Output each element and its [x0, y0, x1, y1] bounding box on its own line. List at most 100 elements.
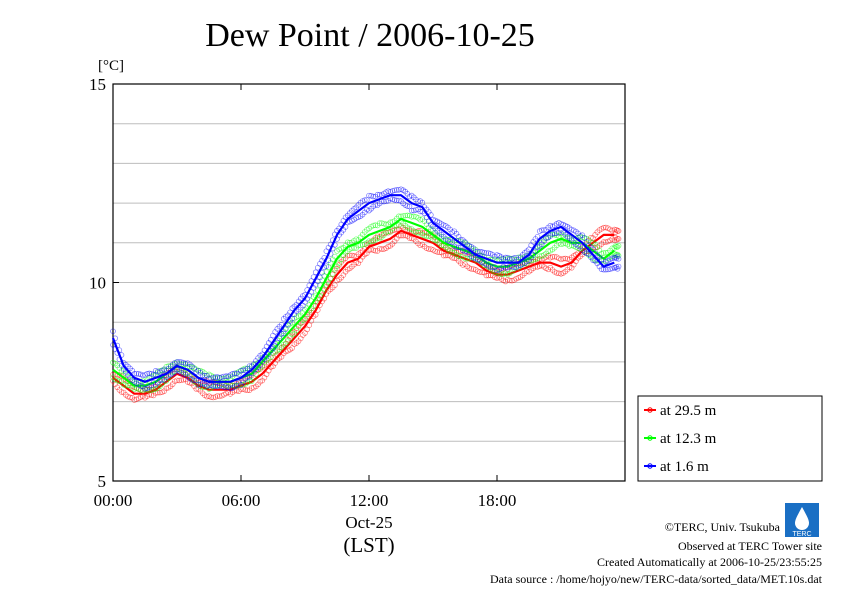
series-0-sample-point — [425, 246, 432, 252]
series-2-sample-point — [509, 255, 515, 262]
series-2-sample-point — [406, 203, 413, 210]
series-1-sample-point — [344, 239, 351, 246]
grid-lines — [113, 123, 625, 442]
series-2-sample-point — [176, 359, 182, 365]
legend-item-2: at 1.6 m — [644, 459, 709, 475]
legend-box — [637, 395, 823, 482]
legend-label: at 29.5 m — [660, 403, 717, 419]
series-2-sample-point — [483, 250, 490, 256]
series-1-sample-point — [406, 225, 413, 232]
series-2-sample-point — [210, 374, 217, 381]
series-2-sample-point — [462, 248, 468, 255]
series-2-sample-point — [223, 384, 229, 391]
series-2-sample-point — [391, 187, 398, 194]
x-axis-label: (LST) — [343, 533, 394, 557]
legend-marker — [647, 407, 653, 413]
legend-item-1: at 12.3 m — [644, 431, 717, 447]
series-1-sample-point — [327, 275, 334, 282]
series-2-sample-point — [110, 328, 116, 334]
series-1-sample-point — [614, 244, 621, 250]
series-0-sample-point — [242, 387, 249, 393]
series-0-sample-point — [549, 254, 556, 260]
series-0-sample-point — [174, 377, 180, 384]
series-0-sample-point — [379, 246, 385, 252]
series-1-sample-point — [603, 250, 609, 256]
series-1-sample-point — [385, 228, 391, 235]
series-2-sample-point — [361, 197, 368, 203]
series-2-sample-point — [391, 197, 398, 203]
x-axis-date-label: Oct-25 — [345, 513, 392, 532]
series-2-sample-point — [323, 263, 330, 269]
series-0-sample-point — [468, 266, 475, 272]
legend-item-0: at 29.5 m — [644, 403, 717, 419]
series-1-sample-point — [615, 242, 622, 249]
series-2-sample-point — [174, 359, 180, 365]
series-2-sample-point — [144, 371, 150, 377]
series-2-sample-point — [393, 197, 400, 204]
series-2-sample-point — [199, 372, 206, 378]
legend: at 29.5 m at 12.3 m at 1.6 m — [637, 395, 823, 482]
series-1-sample-point — [376, 220, 383, 226]
x-tick-label: 12:00 — [350, 491, 389, 510]
series-2-sample-point — [182, 360, 189, 367]
series-0-sample-point — [562, 255, 569, 262]
series-2-sample-point — [366, 192, 372, 199]
footer-copyright: ©TERC, Univ. Tsukuba — [665, 520, 781, 534]
series-0-sample-point — [449, 254, 455, 261]
series-1-sample-point — [125, 382, 131, 389]
series-2-sample-point — [534, 233, 541, 240]
x-tick-label: 00:00 — [94, 491, 133, 510]
series-1-sample-point — [402, 212, 409, 219]
series-0-sample-point — [385, 243, 391, 250]
series-2-sample-point — [551, 230, 558, 237]
series-1-sample-point — [116, 378, 123, 384]
series-1-sample-point — [370, 222, 377, 229]
series-2-sample-point — [447, 239, 453, 245]
series-0-sample-point — [406, 235, 413, 241]
series-1-sample-point — [396, 213, 402, 219]
series-2-sample-point — [396, 187, 402, 193]
series-0-sample-point — [372, 248, 379, 254]
series-0-sample-point — [600, 239, 607, 245]
series-2-sample-point — [246, 363, 253, 369]
y-axis-unit-label: [°C] — [98, 58, 124, 74]
series-2-sample-point — [605, 266, 611, 273]
series-2-sample-point — [603, 266, 609, 273]
series-2-sample-point — [489, 264, 496, 271]
series-0-sample-point — [440, 252, 447, 259]
terc-logo-drop-icon — [795, 507, 809, 530]
series-2-sample-point — [528, 242, 534, 249]
series-2-sample-point — [598, 256, 605, 262]
series-2-sample-point — [189, 377, 195, 383]
series-1-sample-point — [383, 221, 389, 228]
series-0-sample-point — [180, 377, 187, 383]
series-1-sample-point — [413, 229, 419, 235]
series-0-sample-point — [615, 236, 622, 242]
series-0-sample-point — [479, 269, 485, 276]
series-2-sample-point — [541, 227, 547, 233]
series-2-sample-point — [549, 230, 556, 237]
series-0-sample-point — [204, 393, 210, 400]
series-2-sample-point — [393, 187, 400, 193]
series-1-sample-point — [566, 243, 573, 249]
series-2-sample-point — [219, 383, 225, 390]
series-1-sample-point — [332, 253, 338, 260]
series-2-sample-point — [133, 370, 140, 377]
series-2-sample-point — [553, 230, 560, 236]
series-0-sample-point — [560, 255, 566, 262]
series-1-sample-point — [430, 236, 436, 243]
series-1-sample-point — [498, 271, 505, 277]
series-2-sample-point — [283, 326, 289, 332]
legend-label: at 1.6 m — [660, 459, 709, 475]
series-1-sample-point — [423, 233, 430, 239]
x-tick-label: 18:00 — [478, 491, 517, 510]
series-2-sample-point — [157, 377, 163, 383]
series-0-sample-point — [349, 252, 355, 259]
series-0-sample-point — [553, 270, 560, 276]
series-2-sample-point — [180, 371, 187, 377]
series-0-sample-point — [304, 326, 310, 333]
series-2-sample-point — [481, 249, 487, 256]
series-2-sample-point — [231, 370, 238, 377]
series-0-sample-point — [483, 272, 490, 279]
